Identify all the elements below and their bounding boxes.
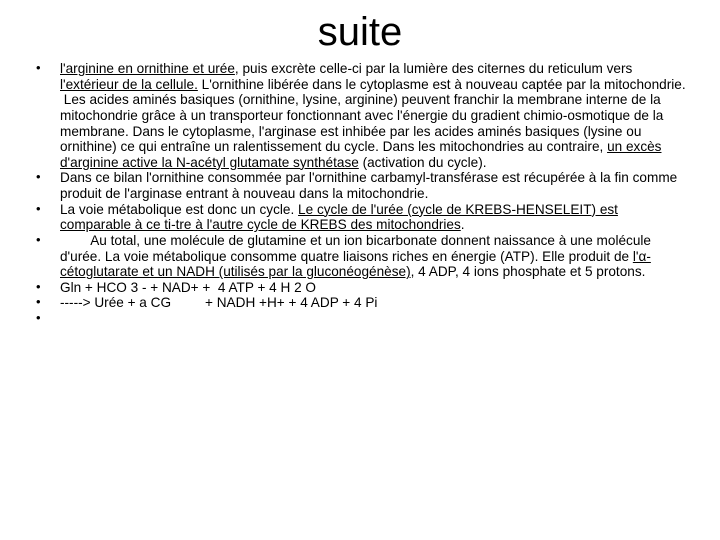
slide-title: suite bbox=[28, 10, 692, 55]
slide-body: l'arginine en ornithine et urée, puis ex… bbox=[28, 61, 692, 311]
bullet-item: La voie métabolique est donc un cycle. L… bbox=[28, 202, 692, 233]
bullet-item: Dans ce bilan l'ornithine consommée par … bbox=[28, 170, 692, 201]
bullet-list: l'arginine en ornithine et urée, puis ex… bbox=[28, 61, 692, 311]
slide: suite l'arginine en ornithine et urée, p… bbox=[0, 0, 720, 540]
bullet-item: Au total, une molécule de glutamine et u… bbox=[28, 233, 692, 280]
bullet-item: Gln + HCO 3 - + NAD+ + 4 ATP + 4 H 2 O bbox=[28, 280, 692, 296]
bullet-item: l'arginine en ornithine et urée, puis ex… bbox=[28, 61, 692, 170]
bullet-item: -----> Urée + a CG + NADH +H+ + 4 ADP + … bbox=[28, 295, 692, 311]
